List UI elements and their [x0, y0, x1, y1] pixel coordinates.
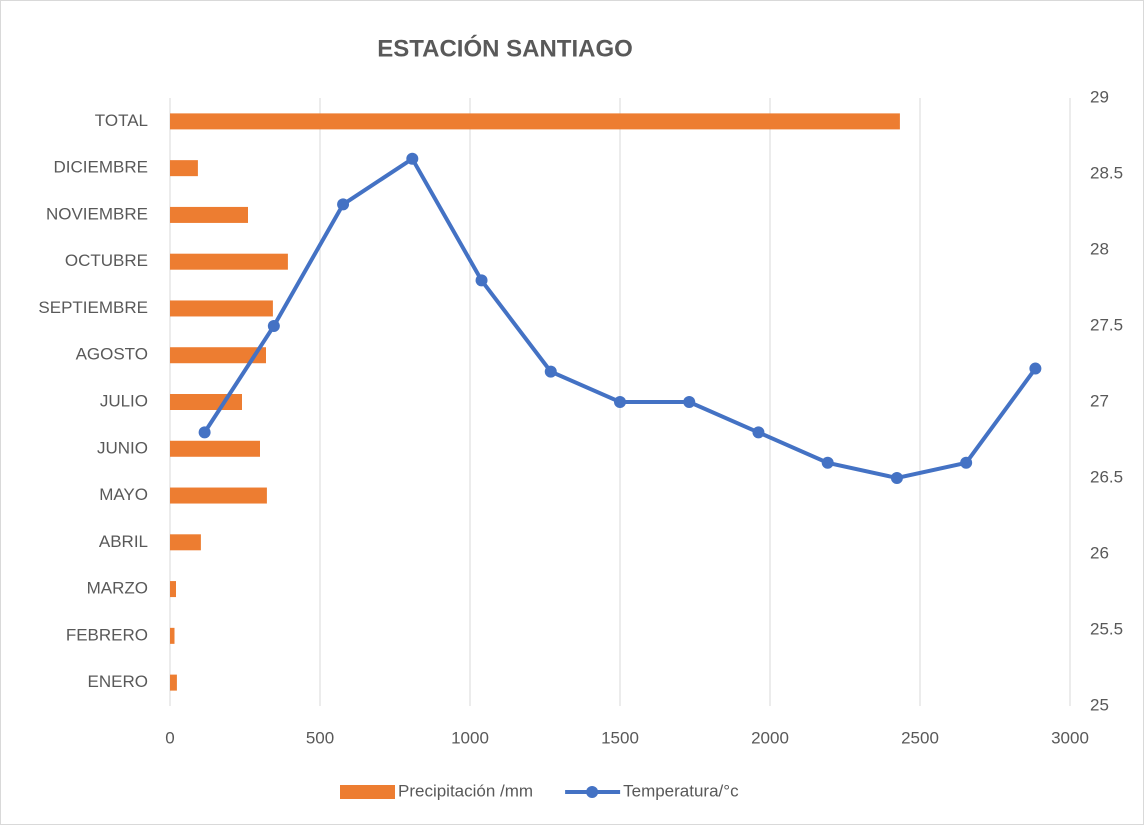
x-tick-label: 1500: [601, 728, 639, 747]
y-tick-label: DICIEMBRE: [54, 158, 148, 177]
y-tick-label: OCTUBRE: [65, 251, 148, 270]
marker: [544, 365, 557, 378]
bar: [170, 113, 900, 130]
y-tick-label: FEBRERO: [66, 625, 148, 644]
bar: [170, 206, 248, 223]
y2-tick-label: 26: [1090, 543, 1109, 562]
legend-swatch: [340, 785, 395, 799]
marker: [614, 396, 626, 408]
y-tick-label: ABRIL: [99, 532, 148, 551]
y-tick-label: SEPTIEMBRE: [38, 298, 148, 317]
marker: [960, 456, 973, 469]
marker: [198, 426, 211, 439]
marker: [406, 152, 419, 165]
bar: [170, 581, 176, 598]
bar: [170, 300, 273, 317]
x-tick-label: 500: [306, 728, 334, 747]
y-tick-label: MARZO: [87, 579, 148, 598]
bar: [170, 394, 242, 410]
y-tick-label: JULIO: [100, 391, 148, 410]
legend-label: Temperatura/°c: [623, 781, 739, 800]
y2-tick-label: 26.5: [1090, 467, 1123, 486]
bar: [170, 487, 267, 504]
y2-tick-label: 27: [1090, 391, 1109, 410]
y-tick-label: JUNIO: [97, 438, 148, 457]
x-tick-label: 1000: [451, 728, 489, 747]
bar: [170, 440, 260, 457]
y-tick-label: TOTAL: [95, 111, 148, 130]
y-tick-label: NOVIEMBRE: [46, 204, 148, 223]
y2-tick-label: 29: [1090, 87, 1109, 106]
chart-title: ESTACIÓN SANTIAGO: [377, 34, 633, 62]
marker: [683, 396, 696, 408]
legend-label: Precipitación /mm: [398, 781, 533, 800]
y2-tick-label: 27.5: [1090, 315, 1123, 334]
y-tick-label: MAYO: [99, 485, 148, 504]
bar: [170, 160, 198, 177]
marker: [475, 274, 488, 287]
legend-marker: [586, 786, 599, 798]
y2-tick-label: 28: [1090, 239, 1109, 258]
marker: [267, 320, 280, 332]
marker: [821, 456, 834, 469]
x-tick-label: 2000: [751, 728, 789, 747]
x-tick-label: 0: [165, 728, 174, 747]
y2-tick-label: 25: [1090, 695, 1109, 714]
bar: [170, 534, 201, 551]
bar: [170, 347, 266, 364]
marker: [337, 198, 350, 211]
bar: [170, 674, 177, 691]
y2-tick-label: 28.5: [1090, 163, 1123, 182]
y-tick-label: ENERO: [88, 672, 148, 691]
y2-tick-label: 25.5: [1090, 619, 1123, 638]
marker: [1029, 362, 1042, 375]
x-tick-label: 2500: [901, 728, 939, 747]
bar: [170, 253, 288, 270]
y-tick-label: AGOSTO: [76, 345, 148, 364]
x-tick-label: 3000: [1051, 728, 1089, 747]
marker: [752, 426, 765, 439]
marker: [890, 472, 903, 484]
bar: [170, 627, 175, 644]
